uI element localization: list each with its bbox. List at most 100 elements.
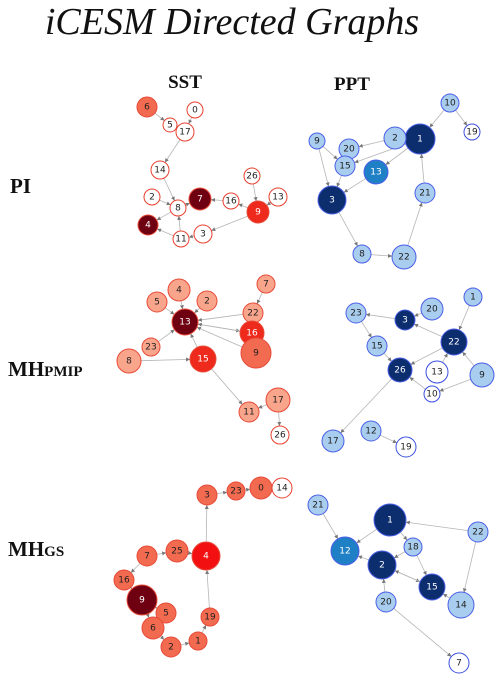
edge <box>157 228 174 237</box>
node-label: 23 <box>230 487 241 497</box>
node <box>146 291 168 313</box>
edge <box>393 608 452 657</box>
node <box>367 550 397 580</box>
node-label: 26 <box>394 366 406 376</box>
node <box>155 602 177 624</box>
node <box>175 122 195 142</box>
node <box>308 132 326 150</box>
node-label: 26 <box>246 172 258 182</box>
row-label-main: PI <box>10 174 31 198</box>
node <box>440 93 460 113</box>
node <box>420 297 444 321</box>
edge <box>177 215 182 232</box>
edge <box>277 411 282 427</box>
edge <box>336 175 342 188</box>
node <box>360 420 382 442</box>
node-label: 12 <box>339 547 350 557</box>
node <box>226 481 246 501</box>
node-label: 2 <box>168 643 174 653</box>
node-label: 4 <box>203 552 209 562</box>
node <box>172 230 190 248</box>
node <box>196 290 218 312</box>
node <box>188 631 208 651</box>
row-label-main: MH <box>8 537 44 561</box>
node <box>270 425 290 445</box>
edge <box>158 329 175 342</box>
node <box>243 167 261 185</box>
edge <box>159 635 165 641</box>
node-label: 21 <box>312 501 323 511</box>
edge <box>410 347 443 365</box>
edge <box>145 613 150 618</box>
edge <box>409 376 426 390</box>
edge <box>140 357 191 362</box>
node-label: 1 <box>387 516 393 526</box>
node-label: 5 <box>167 121 173 131</box>
node <box>387 357 413 383</box>
node <box>137 214 159 236</box>
node-label: 0 <box>258 484 264 494</box>
node <box>238 401 260 423</box>
node <box>136 96 158 118</box>
edge <box>455 109 468 126</box>
edge <box>238 203 248 209</box>
node <box>113 569 135 591</box>
edge <box>188 234 195 239</box>
node-label: 23 <box>350 309 361 319</box>
edge <box>442 353 448 363</box>
edge <box>414 312 422 317</box>
node-label: 13 <box>370 168 381 178</box>
node <box>171 308 199 336</box>
node-label: 20 <box>380 598 392 608</box>
node <box>193 224 213 244</box>
edge <box>201 624 207 634</box>
column-header: PPT <box>334 74 370 95</box>
node-label: 18 <box>407 543 419 553</box>
node <box>162 117 178 133</box>
node <box>345 302 367 324</box>
node <box>271 477 293 499</box>
node-label: 8 <box>126 357 132 367</box>
edge <box>130 562 141 574</box>
node <box>246 200 270 224</box>
edge <box>188 117 193 124</box>
edge <box>210 197 224 202</box>
node-label: 22 <box>448 338 459 348</box>
node-label: 10 <box>444 99 456 109</box>
node <box>414 182 436 204</box>
node-label: 17 <box>272 396 283 406</box>
node <box>268 187 288 207</box>
node-label: 16 <box>118 576 130 586</box>
node-label: 19 <box>204 613 216 623</box>
node-label: 7 <box>197 195 203 205</box>
node <box>363 159 389 185</box>
edge <box>462 351 475 367</box>
edge <box>357 555 370 561</box>
edge <box>322 146 338 160</box>
node-label: 10 <box>426 390 438 400</box>
node-label: 15 <box>197 355 208 365</box>
node-label: 21 <box>419 189 430 199</box>
edge <box>156 211 172 221</box>
node-label: 22 <box>398 253 409 263</box>
edge <box>393 551 406 559</box>
edge <box>211 368 243 405</box>
node-label: 9 <box>314 137 320 147</box>
edge <box>164 307 175 315</box>
edge <box>361 321 372 338</box>
row-label-main: MH <box>8 357 44 381</box>
title: iCESM Directed Graphs <box>45 1 419 43</box>
node-label: 20 <box>426 305 438 315</box>
node-label: 2 <box>392 134 398 144</box>
edge <box>419 153 425 184</box>
node <box>334 155 356 177</box>
edge <box>216 490 228 495</box>
node-label: 2 <box>379 561 385 571</box>
edge <box>185 202 190 207</box>
edge <box>340 378 393 434</box>
node-label: 2 <box>149 193 155 203</box>
edge <box>159 199 171 206</box>
node <box>143 188 161 206</box>
node-label: 20 <box>343 145 355 155</box>
edge <box>156 551 167 556</box>
